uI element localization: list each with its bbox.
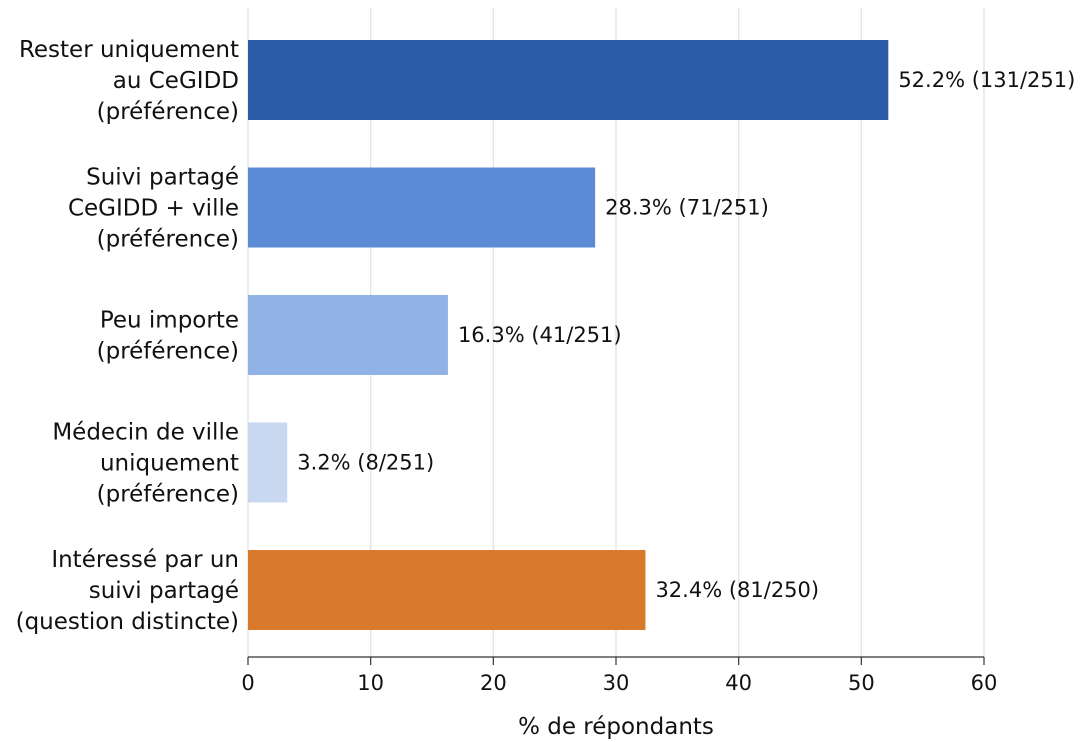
bar-3 — [248, 295, 448, 375]
category-label-line: Rester uniquement — [19, 37, 239, 63]
category-label-line: Médecin de ville — [52, 420, 239, 446]
x-tick-label: 20 — [480, 671, 507, 695]
category-labels: Rester uniquement au CeGIDD (préférence)Su… — [16, 37, 239, 635]
x-tick-label: 30 — [603, 671, 630, 695]
x-axis-title: % de répondants — [518, 714, 714, 740]
category-label-1: Rester uniquement au CeGIDD (préférence) — [19, 37, 239, 125]
bar-1 — [248, 40, 889, 120]
category-label-2: Suivi partagé CeGIDD + ville (préférence) — [68, 165, 239, 253]
category-label-line: (préférence) — [97, 482, 239, 508]
category-label-line: Peu importe — [100, 308, 239, 334]
category-label-line: (préférence) — [97, 227, 239, 253]
category-label-line: suivi partagé — [89, 578, 239, 604]
data-label-5: 32.4% (81/250) — [655, 578, 819, 602]
data-label-3: 16.3% (41/251) — [458, 323, 622, 347]
x-axis-ticks: 0 10 20 30 40 50 60 — [241, 657, 997, 695]
category-label-3: Peu importe (préférence) — [97, 308, 239, 365]
data-label-1: 52.2% (131/251) — [898, 68, 1075, 92]
x-tick-label: 50 — [848, 671, 875, 695]
x-tick-label: 0 — [241, 671, 254, 695]
bar-5 — [248, 550, 646, 630]
data-labels: 52.2% (131/251) 28.3% (71/251) 16.3% (41/2… — [297, 68, 1075, 602]
bar-4 — [248, 422, 288, 503]
category-label-line: CeGIDD + ville — [68, 196, 239, 222]
x-tick-label: 40 — [725, 671, 752, 695]
category-label-line: (préférence) — [97, 339, 239, 365]
data-label-4: 3.2% (8/251) — [297, 451, 434, 475]
category-label-line: Intéressé par un — [51, 547, 239, 573]
bar-2 — [248, 167, 596, 248]
bars — [248, 40, 889, 630]
category-label-line: Suivi partagé — [86, 165, 239, 191]
data-label-2: 28.3% (71/251) — [605, 196, 769, 220]
category-label-5: Intéressé par un suivi partagé (question d… — [16, 547, 239, 635]
x-tick-label: 60 — [971, 671, 998, 695]
category-label-line: (préférence) — [97, 99, 239, 125]
category-label-line: (question distincte) — [16, 609, 239, 635]
category-label-line: au CeGIDD — [113, 68, 239, 94]
category-label-line: uniquement — [100, 451, 239, 477]
x-tick-label: 10 — [357, 671, 384, 695]
category-label-4: Médecin de ville uniquement (préférence) — [52, 420, 239, 508]
